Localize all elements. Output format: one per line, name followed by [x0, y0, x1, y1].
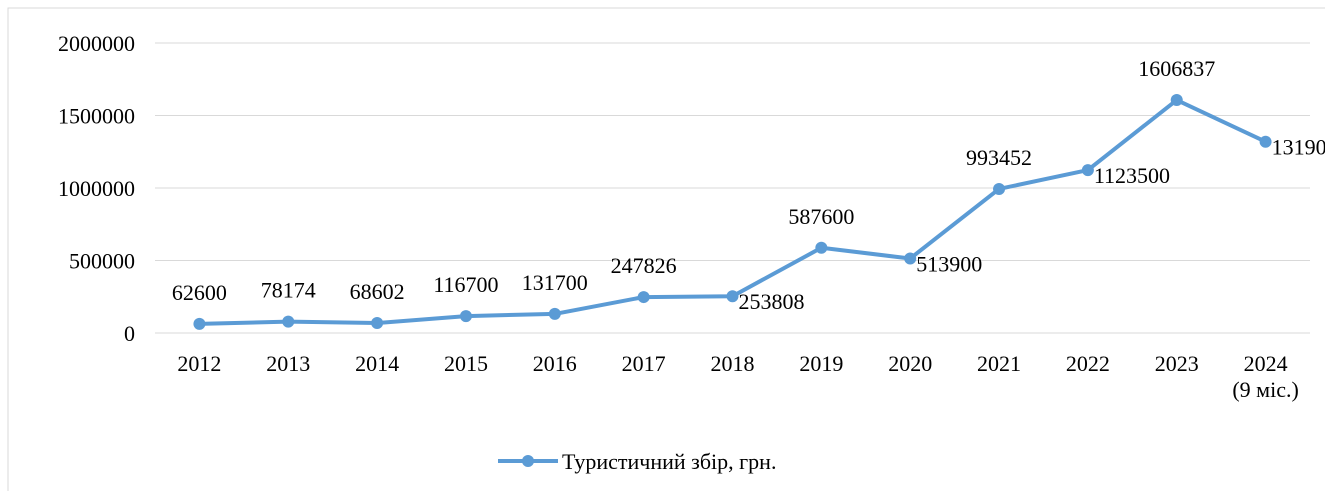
data-label: 993452	[966, 145, 1032, 170]
y-tick-label: 2000000	[58, 31, 135, 56]
marker	[282, 315, 295, 328]
x-tick-label: 2022	[1065, 351, 1110, 376]
data-label: 1319000	[1272, 135, 1325, 160]
marker	[904, 252, 917, 265]
x-tick-label: 2014	[355, 351, 400, 376]
x-tick-label: 2016	[532, 351, 577, 376]
data-label: 78174	[261, 278, 316, 303]
marker	[993, 182, 1006, 195]
x-tick-label: 2018	[710, 351, 755, 376]
y-tick-label: 1000000	[58, 176, 135, 201]
marker	[548, 307, 561, 320]
marker	[726, 290, 739, 303]
x-tick-label: 2013	[266, 351, 311, 376]
legend-label: Туристичний збір, грн.	[562, 449, 776, 474]
y-tick-label: 500000	[69, 249, 135, 274]
y-tick-label: 1500000	[58, 104, 135, 129]
marker	[1081, 164, 1094, 177]
y-tick-label: 0	[124, 321, 135, 346]
data-label: 68602	[350, 279, 405, 304]
chart-border	[7, 7, 1325, 491]
marker	[193, 317, 206, 330]
data-label: 62600	[172, 280, 227, 305]
marker	[371, 317, 384, 330]
x-tick-label: 2015	[443, 351, 488, 376]
data-label: 587600	[788, 204, 854, 229]
data-label: 253808	[739, 289, 805, 314]
marker	[1259, 135, 1272, 148]
data-label: 513900	[916, 251, 982, 276]
data-label: 1606837	[1138, 56, 1215, 81]
data-label: 116700	[433, 272, 498, 297]
x-tick-label: 2017	[621, 351, 666, 376]
x-tick-label: 2020	[888, 351, 933, 376]
x-tick-label: 2012	[177, 351, 222, 376]
x-tick-label: 2021	[977, 351, 1022, 376]
marker	[637, 291, 650, 304]
x-tick-label: 2019	[799, 351, 844, 376]
x-tick-label: 2024 (9 міс.)	[1232, 351, 1299, 402]
x-tick-label: 2023	[1154, 351, 1199, 376]
data-label: 1123500	[1094, 163, 1170, 188]
data-label: 131700	[522, 270, 588, 295]
legend-marker	[522, 455, 534, 467]
marker	[1170, 94, 1183, 107]
data-label: 247826	[611, 253, 677, 278]
marker	[815, 241, 828, 254]
marker	[459, 310, 472, 323]
